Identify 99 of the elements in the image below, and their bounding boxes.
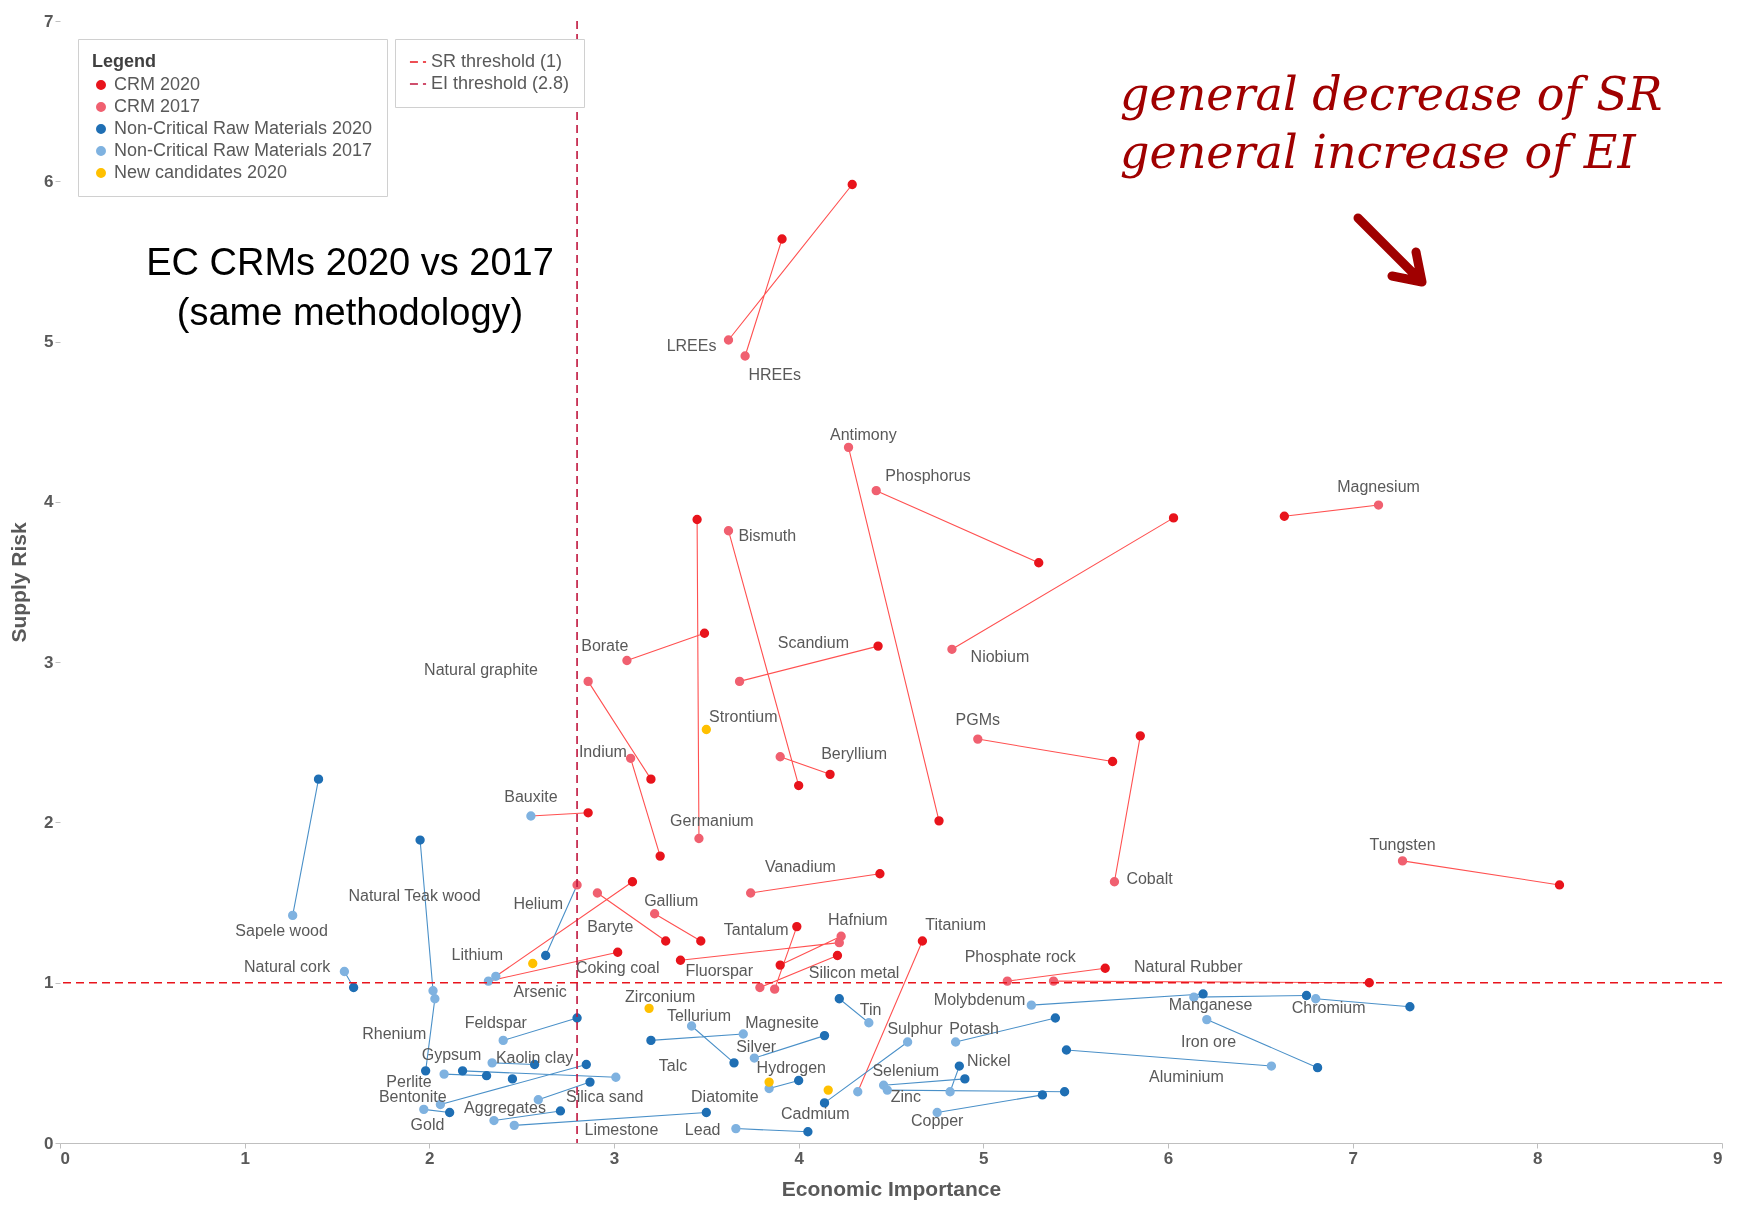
annotation: Aluminium — [1149, 1068, 1224, 1086]
legend-title: Legend — [92, 51, 157, 71]
y-tick-label: 0 — [44, 1133, 54, 1153]
annotation: Feldspar — [464, 1013, 528, 1031]
annotation: Sapele wood — [235, 922, 328, 940]
annotation: Aggregates — [464, 1098, 546, 1116]
annotation: Silicon metal — [808, 964, 900, 982]
annotation: Chromium — [1291, 999, 1366, 1017]
annotation: Antimony — [829, 425, 897, 443]
annotation: Baryte — [587, 917, 634, 935]
x-tick-label: 2 — [425, 1148, 435, 1168]
annotation: LREEs — [666, 337, 717, 355]
annotation: Natural cork — [244, 957, 332, 975]
annotation: Tantalum — [723, 920, 789, 938]
y-axis-title: Supply Risk — [7, 522, 31, 643]
y-tick-label: 1 — [44, 973, 54, 993]
annotation: Selenium — [872, 1061, 940, 1079]
annotation: Silver — [736, 1037, 777, 1055]
annotation: Vanadium — [765, 858, 836, 876]
annotation: Hydrogen — [756, 1058, 826, 1076]
legend-label: New candidates 2020 — [114, 162, 288, 182]
annotation: general increase of EI — [1120, 125, 1637, 179]
annotation: Molybdenum — [933, 991, 1026, 1009]
annotation: Silica sand — [566, 1087, 644, 1105]
annotation: Talc — [658, 1057, 688, 1075]
annotation: Zirconium — [625, 988, 696, 1006]
annotation: EC CRMs 2020 vs 2017 — [146, 241, 554, 283]
annotation: Scandium — [777, 633, 850, 651]
annotation: Natural Rubber — [1134, 957, 1244, 975]
annotation: Magnesium — [1337, 478, 1420, 496]
annotation: Diatomite — [691, 1087, 759, 1105]
y-tick-label: 6 — [44, 171, 54, 191]
x-tick-label: 5 — [979, 1148, 989, 1168]
annotation: Iron ore — [1181, 1033, 1237, 1051]
annotation: Zinc — [890, 1087, 921, 1105]
annotation: Cadmium — [781, 1105, 850, 1123]
annotation: HREEs — [748, 366, 801, 384]
annotation: Cobalt — [1126, 869, 1174, 887]
legend-label: Non-Critical Raw Materials 2017 — [114, 140, 373, 160]
ref-line-label: EI threshold (2.8) — [431, 73, 570, 93]
x-tick-label: 6 — [1163, 1148, 1174, 1168]
annotation: Manganese — [1168, 996, 1253, 1014]
annotation: Sulphur — [887, 1020, 944, 1038]
annotation: Tungsten — [1369, 835, 1436, 853]
legend-label: CRM 2020 — [114, 74, 201, 94]
annotation: (same methodology) — [176, 291, 524, 333]
annotation: Tin — [859, 1000, 882, 1018]
annotation: Copper — [910, 1111, 965, 1129]
legend-label: CRM 2017 — [114, 96, 201, 116]
x-tick-label: 4 — [794, 1148, 805, 1168]
annotation: general decrease of SR — [1120, 67, 1663, 121]
annotation: Indium — [578, 742, 627, 760]
annotation: Bismuth — [738, 526, 797, 544]
annotation: Gallium — [644, 891, 699, 909]
annotation: Gold — [410, 1116, 445, 1134]
annotation: Niobium — [970, 648, 1030, 666]
x-tick-label: 9 — [1713, 1148, 1723, 1168]
annotation: Magnesite — [745, 1013, 820, 1031]
point — [764, 1077, 774, 1087]
legend-label: SR threshold (1) — [431, 51, 563, 71]
annotation: Phosphate rock — [964, 948, 1077, 966]
point — [644, 1003, 654, 1014]
annotation: Natural graphite — [424, 661, 539, 679]
y-tick-label: 2 — [44, 812, 54, 832]
x-tick-label: 7 — [1348, 1148, 1358, 1168]
x-tick-label: 0 — [60, 1148, 70, 1168]
point — [823, 1085, 833, 1095]
point — [507, 1074, 518, 1084]
legend-label: Non-Critical Raw Materials 2020 — [114, 118, 373, 138]
annotation: Limestone — [584, 1121, 659, 1139]
x-tick-label: 1 — [240, 1148, 250, 1168]
y-tick-label: 3 — [44, 652, 54, 672]
annotation: Nickel — [967, 1052, 1011, 1070]
point — [528, 958, 538, 969]
annotation: Helium — [513, 895, 564, 913]
annotation: PGMs — [955, 710, 1001, 728]
annotation: Coking coal — [575, 959, 660, 977]
annotation: Potash — [949, 1020, 1000, 1038]
x-axis-title: Economic Importance — [781, 1176, 1002, 1200]
annotation: Lithium — [451, 946, 504, 964]
annotation: Bauxite — [504, 787, 558, 805]
annotation: Lead — [684, 1121, 721, 1139]
annotation: Titanium — [925, 916, 987, 934]
annotation: Rhenium — [362, 1025, 427, 1043]
annotation: Phosphorus — [885, 467, 971, 485]
y-tick-label: 5 — [44, 332, 54, 352]
annotation: Tellurium — [666, 1007, 731, 1025]
x-tick-label: 8 — [1533, 1148, 1543, 1168]
y-tick-label: 7 — [44, 11, 54, 31]
annotation: Arsenic — [513, 983, 567, 1001]
annotation: Hafnium — [827, 911, 888, 929]
annotation: Kaolin clay — [495, 1049, 574, 1067]
y-tick-label: 4 — [44, 492, 55, 512]
annotation: Beryllium — [821, 744, 887, 762]
annotation: Fluorspar — [685, 962, 754, 980]
annotation: Strontium — [709, 707, 778, 725]
point — [701, 724, 712, 735]
x-tick-label: 3 — [609, 1148, 620, 1168]
annotation: Borate — [581, 637, 629, 655]
